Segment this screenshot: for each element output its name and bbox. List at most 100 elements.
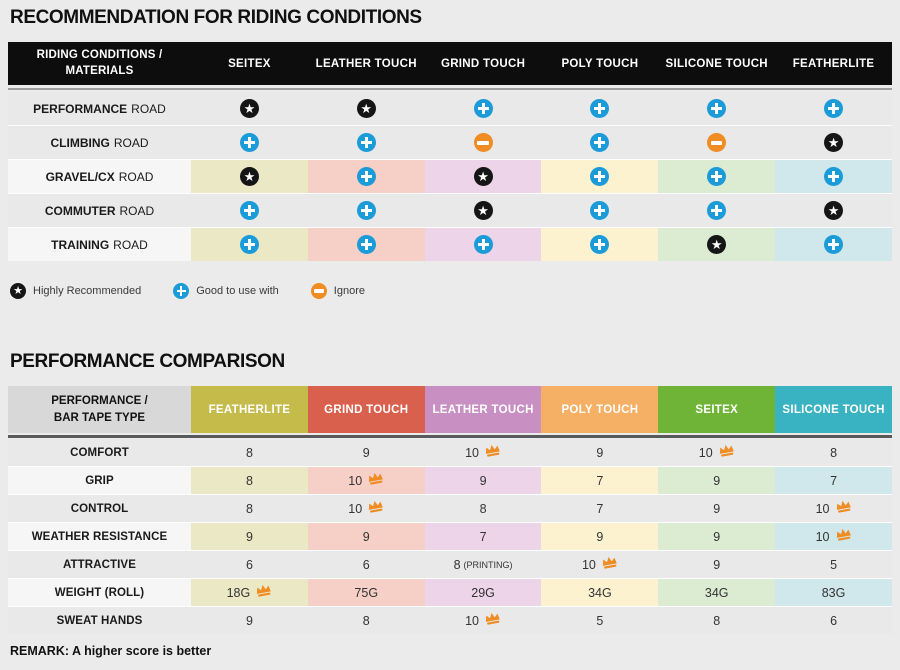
row-label: CONTROL — [8, 495, 191, 522]
recommendation-cell — [191, 126, 308, 159]
legend: ★ Highly Recommended Good to use with Ignor… — [10, 283, 892, 299]
performance-table-body: COMFORT 8 9 10 9 10 8 GRIP 8 10 9 7 9 7 CONTROL 8 10 8 7 9 1… — [8, 439, 892, 634]
score-value: 6 — [245, 557, 253, 572]
score-value: 6 — [830, 613, 838, 628]
remark-text: REMARK: A higher score is better — [10, 644, 212, 658]
good-to-use-plus-icon — [590, 133, 610, 152]
score-cell: 9 — [307, 523, 425, 550]
recommendation-cell — [424, 92, 542, 125]
score-cell: 8 — [658, 607, 776, 634]
performance-row-weather-resistance: WEATHER RESISTANCE 9 9 7 9 9 10 — [8, 523, 892, 550]
recommendation-cell — [658, 92, 776, 125]
score-value: 83G — [821, 585, 846, 600]
score-cell: 18G — [191, 579, 308, 606]
column-header-poly-touch: POLY TOUCH — [561, 57, 639, 70]
score-cell: 34G — [658, 579, 776, 606]
column-header-silicone-touch: SILICONE TOUCH — [665, 57, 768, 70]
riding-row-commuter: COMMUTER ROAD ★ ★ — [8, 194, 892, 227]
highly-recommended-star-icon: ★ — [824, 133, 844, 152]
good-to-use-plus-icon — [707, 201, 727, 220]
score-cell: 10 — [307, 495, 425, 522]
highly-recommended-star-icon: ★ — [473, 201, 493, 220]
score-cell: 29G — [424, 579, 542, 606]
score-value: 75G — [354, 585, 379, 600]
row-label: TRAINING ROAD — [8, 228, 191, 261]
score-cell: 9 — [191, 607, 308, 634]
score-value: 9 — [596, 529, 604, 544]
crown-best-icon — [369, 500, 384, 513]
score-value: 9 — [713, 501, 721, 516]
score-cell: 8 — [424, 495, 542, 522]
good-to-use-plus-icon — [590, 167, 610, 186]
score-value: 10 — [465, 445, 480, 460]
score-value: 8 — [245, 473, 253, 488]
score-value: 7 — [830, 473, 838, 488]
good-to-use-plus-icon — [824, 99, 844, 118]
row-label: PERFORMANCE ROAD — [8, 92, 191, 125]
recommendation-cell: ★ — [775, 126, 892, 159]
crown-best-icon — [485, 444, 500, 457]
score-value: 8 — [479, 501, 487, 516]
score-value: 8 — [362, 613, 370, 628]
good-to-use-plus-icon — [707, 99, 727, 118]
performance-row-grip: GRIP 8 10 9 7 9 7 — [8, 467, 892, 494]
score-cell: 10 — [658, 439, 776, 466]
score-cell: 9 — [658, 495, 776, 522]
recommendation-cell — [424, 126, 542, 159]
performance-row-attractive: ATTRACTIVE 6 6 8 (PRINTING) 10 9 5 — [8, 551, 892, 578]
performance-corner-header: PERFORMANCE / BAR TAPE TYPE — [8, 386, 191, 433]
good-to-use-plus-icon — [239, 201, 259, 220]
recommendation-cell: ★ — [191, 92, 308, 125]
score-value: 8 — [453, 557, 461, 572]
score-cell: 9 — [191, 523, 308, 550]
good-to-use-plus-icon — [473, 235, 493, 254]
score-cell: 9 — [658, 551, 776, 578]
score-value: 8 — [713, 613, 721, 628]
crown-best-icon — [719, 444, 734, 457]
riding-conditions-table: RIDING CONDITIONS / MATERIALS SEITEX LEATHE… — [8, 42, 892, 261]
good-to-use-plus-icon — [239, 235, 259, 254]
score-cell: 10 — [775, 495, 892, 522]
riding-corner-header: RIDING CONDITIONS / MATERIALS — [36, 48, 163, 77]
good-to-use-plus-icon — [707, 167, 727, 186]
highly-recommended-star-icon: ★ — [239, 99, 259, 118]
score-value: 9 — [362, 529, 370, 544]
score-cell: 10 — [424, 439, 542, 466]
recommendation-cell: ★ — [191, 160, 308, 193]
good-to-use-plus-icon — [356, 167, 376, 186]
column-header-leather-touch: LEATHER TOUCH — [315, 57, 417, 70]
crown-best-icon — [602, 556, 617, 569]
recommendation-cell — [307, 228, 425, 261]
good-to-use-plus-icon — [824, 167, 844, 186]
score-cell: 6 — [307, 551, 425, 578]
legend-label: Ignore — [333, 285, 365, 297]
row-label: COMFORT — [8, 439, 191, 466]
recommendation-cell — [658, 126, 776, 159]
score-cell: 34G — [541, 579, 659, 606]
highly-recommended-star-icon: ★ — [10, 283, 26, 299]
recommendation-cell: ★ — [307, 92, 425, 125]
score-cell: 10 — [307, 467, 425, 494]
score-cell: 6 — [775, 607, 892, 634]
good-to-use-plus-icon — [356, 235, 376, 254]
crown-best-icon — [257, 584, 272, 597]
crown-best-icon — [836, 528, 851, 541]
score-value: 6 — [362, 557, 370, 572]
score-value: 9 — [713, 557, 721, 572]
recommendation-cell — [541, 92, 659, 125]
recommendation-cell: ★ — [775, 194, 892, 227]
good-to-use-plus-icon — [356, 201, 376, 220]
score-value: 10 — [581, 557, 596, 572]
good-to-use-plus-icon — [824, 235, 844, 254]
score-value: 9 — [245, 613, 253, 628]
score-cell: 8 — [191, 467, 308, 494]
score-value: 5 — [830, 557, 838, 572]
row-label: COMMUTER ROAD — [8, 194, 191, 227]
highly-recommended-star-icon: ★ — [473, 167, 493, 186]
legend-label: Highly Recommended — [33, 285, 142, 297]
score-cell: 5 — [541, 607, 659, 634]
row-label: CLIMBING ROAD — [8, 126, 191, 159]
score-value: 9 — [596, 445, 604, 460]
score-value: 5 — [596, 613, 604, 628]
